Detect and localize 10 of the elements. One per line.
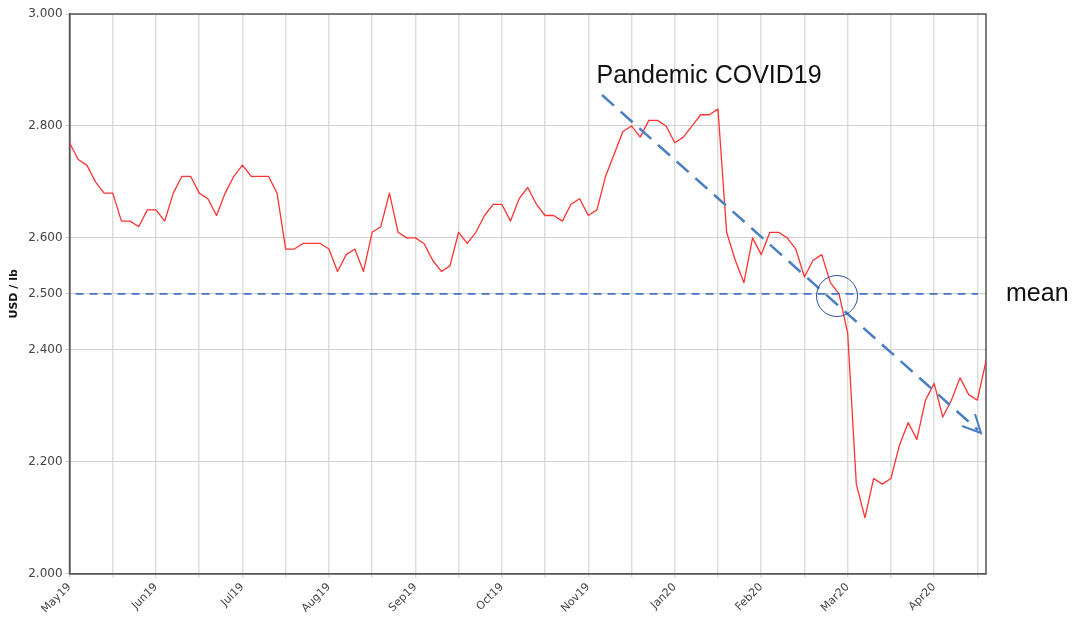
y-tick-label: 3.000	[28, 6, 63, 21]
y-tick-label: 2.800	[28, 118, 63, 133]
ref-line-label: mean	[1006, 277, 1069, 306]
y-axis-title: USD / lb	[7, 269, 21, 319]
y-tick-label: 2.200	[28, 453, 63, 468]
y-tick-label: 2.400	[28, 341, 63, 356]
y-tick-label: 2.500	[28, 285, 63, 300]
annotation: Pandemic COVID19	[596, 59, 822, 88]
y-tick-label: 2.000	[28, 565, 63, 580]
y-tick-label: 2.600	[28, 230, 63, 244]
